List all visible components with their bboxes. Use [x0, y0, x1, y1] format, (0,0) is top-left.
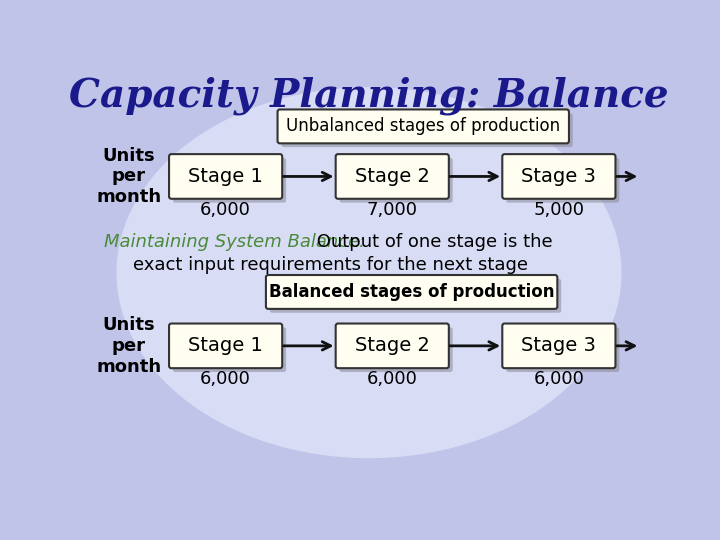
FancyBboxPatch shape	[503, 323, 616, 368]
Text: Stage 2: Stage 2	[355, 167, 430, 186]
FancyBboxPatch shape	[270, 279, 561, 313]
FancyBboxPatch shape	[277, 110, 569, 143]
FancyBboxPatch shape	[336, 323, 449, 368]
FancyBboxPatch shape	[506, 327, 619, 372]
FancyBboxPatch shape	[340, 158, 453, 202]
FancyBboxPatch shape	[266, 275, 557, 309]
Text: Stage 3: Stage 3	[521, 167, 596, 186]
Text: 6,000: 6,000	[200, 370, 251, 388]
Text: exact input requirements for the next stage: exact input requirements for the next st…	[132, 256, 528, 274]
FancyBboxPatch shape	[340, 327, 453, 372]
FancyBboxPatch shape	[173, 158, 286, 202]
Text: Units
per
month: Units per month	[96, 147, 161, 206]
FancyBboxPatch shape	[173, 327, 286, 372]
FancyBboxPatch shape	[282, 113, 573, 147]
Text: Stage 2: Stage 2	[355, 336, 430, 355]
Text: 6,000: 6,000	[366, 370, 418, 388]
Text: Stage 1: Stage 1	[188, 336, 263, 355]
Text: Capacity Planning: Balance: Capacity Planning: Balance	[69, 76, 669, 115]
FancyBboxPatch shape	[503, 154, 616, 199]
FancyBboxPatch shape	[506, 158, 619, 202]
Text: 5,000: 5,000	[534, 200, 585, 219]
Text: Output of one stage is the: Output of one stage is the	[311, 233, 552, 251]
FancyBboxPatch shape	[336, 154, 449, 199]
Text: Stage 3: Stage 3	[521, 336, 596, 355]
FancyBboxPatch shape	[169, 323, 282, 368]
FancyBboxPatch shape	[169, 154, 282, 199]
Text: 6,000: 6,000	[200, 200, 251, 219]
Text: 6,000: 6,000	[534, 370, 585, 388]
Text: Stage 1: Stage 1	[188, 167, 263, 186]
Text: Maintaining System Balance:: Maintaining System Balance:	[104, 233, 365, 251]
Text: Balanced stages of production: Balanced stages of production	[269, 283, 554, 301]
Text: Units
per
month: Units per month	[96, 316, 161, 376]
Text: Unbalanced stages of production: Unbalanced stages of production	[286, 117, 560, 136]
Ellipse shape	[117, 88, 621, 457]
Text: 7,000: 7,000	[366, 200, 418, 219]
